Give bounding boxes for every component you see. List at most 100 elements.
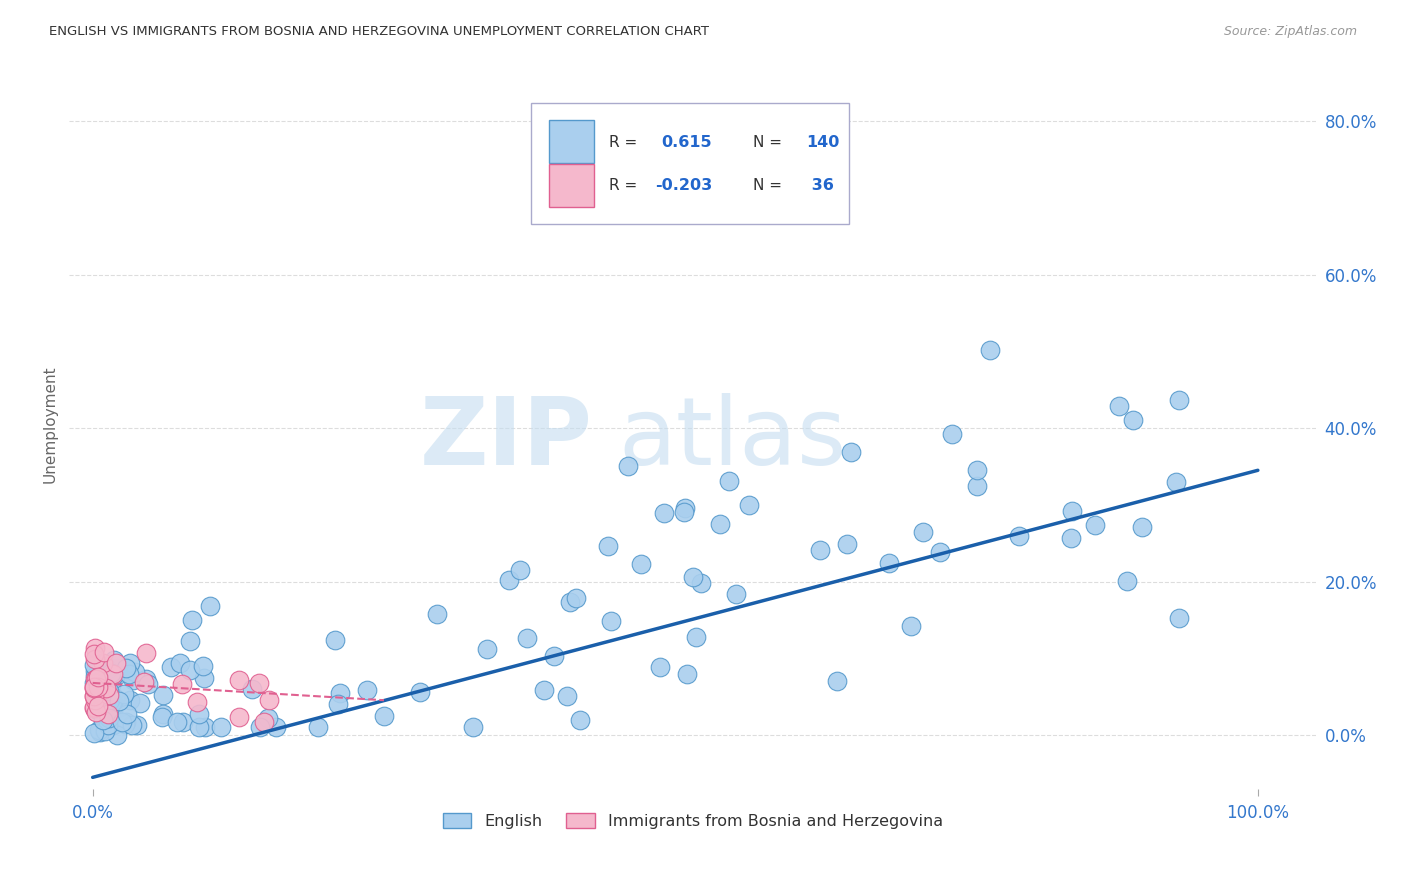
Point: [166, 715, 188, 730]
Point: [132, 675, 155, 690]
Point: [117, 707, 139, 722]
Point: [101, 667, 124, 681]
Point: [426, 607, 449, 621]
Point: [84, 641, 107, 656]
Point: [93, 670, 115, 684]
Point: [152, 706, 174, 721]
Point: [136, 677, 159, 691]
Point: [84, 687, 107, 701]
Point: [179, 663, 201, 677]
Point: [83, 701, 105, 715]
Point: [180, 613, 202, 627]
Point: [676, 666, 699, 681]
Point: [191, 659, 214, 673]
Point: [97, 718, 120, 732]
Point: [87, 699, 110, 714]
Point: [97, 684, 120, 698]
Point: [373, 709, 395, 723]
Point: [172, 715, 194, 730]
Point: [835, 537, 858, 551]
Point: [650, 660, 672, 674]
Point: [91, 656, 114, 670]
Point: [839, 445, 862, 459]
Point: [630, 557, 652, 571]
Point: [111, 715, 134, 730]
Point: [83, 690, 105, 704]
Point: [329, 686, 352, 700]
Text: R =: R =: [609, 135, 637, 150]
Point: [463, 721, 485, 735]
Point: [409, 685, 432, 699]
Point: [1116, 574, 1139, 588]
Point: [568, 713, 591, 727]
Point: [1060, 504, 1083, 518]
Point: [256, 711, 278, 725]
Point: [599, 614, 621, 628]
Point: [93, 713, 115, 727]
Point: [326, 697, 349, 711]
Text: Source: ZipAtlas.com: Source: ZipAtlas.com: [1223, 25, 1357, 38]
Point: [100, 666, 122, 681]
Point: [966, 479, 988, 493]
Point: [84, 664, 107, 678]
Point: [498, 574, 520, 588]
Point: [543, 648, 565, 663]
Point: [83, 690, 105, 704]
Point: [89, 693, 111, 707]
Point: [101, 700, 124, 714]
Point: [1008, 529, 1031, 543]
Point: [83, 652, 105, 666]
Point: [257, 693, 280, 707]
Point: [564, 591, 586, 605]
Point: [96, 665, 118, 680]
Point: [100, 695, 122, 709]
Point: [152, 688, 174, 702]
FancyBboxPatch shape: [530, 103, 849, 224]
Point: [83, 676, 105, 690]
Point: [617, 459, 640, 474]
Point: [1167, 393, 1189, 408]
Point: [84, 676, 107, 690]
Text: 36: 36: [806, 178, 834, 194]
Point: [86, 705, 108, 719]
Point: [101, 705, 124, 719]
Point: [87, 684, 110, 698]
Point: [672, 506, 695, 520]
Legend: English, Immigrants from Bosnia and Herzegovina: English, Immigrants from Bosnia and Herz…: [436, 806, 949, 836]
Point: [93, 645, 115, 659]
Point: [124, 665, 146, 679]
Point: [98, 705, 121, 719]
Point: [509, 563, 531, 577]
Point: [941, 426, 963, 441]
Point: [83, 725, 105, 739]
Point: [193, 671, 215, 685]
Point: [84, 684, 107, 698]
Point: [98, 692, 121, 706]
Point: [979, 343, 1001, 358]
Point: [86, 673, 108, 687]
Point: [808, 542, 831, 557]
Point: [86, 691, 108, 706]
Point: [83, 700, 105, 714]
Point: [83, 681, 105, 696]
Point: [83, 680, 105, 694]
Point: [87, 680, 110, 694]
Point: [516, 631, 538, 645]
Point: [89, 723, 111, 737]
Point: [228, 673, 250, 687]
Point: [323, 633, 346, 648]
Text: atlas: atlas: [617, 392, 846, 485]
Point: [135, 646, 157, 660]
Text: ENGLISH VS IMMIGRANTS FROM BOSNIA AND HERZEGOVINA UNEMPLOYMENT CORRELATION CHART: ENGLISH VS IMMIGRANTS FROM BOSNIA AND HE…: [49, 25, 709, 38]
Text: 0.615: 0.615: [662, 135, 713, 150]
Point: [673, 500, 696, 515]
Point: [179, 634, 201, 648]
Point: [83, 647, 105, 661]
Point: [1166, 475, 1188, 489]
Point: [249, 721, 271, 735]
Point: [264, 720, 287, 734]
Point: [103, 668, 125, 682]
Point: [120, 692, 142, 706]
Point: [108, 694, 131, 708]
Point: [100, 665, 122, 679]
